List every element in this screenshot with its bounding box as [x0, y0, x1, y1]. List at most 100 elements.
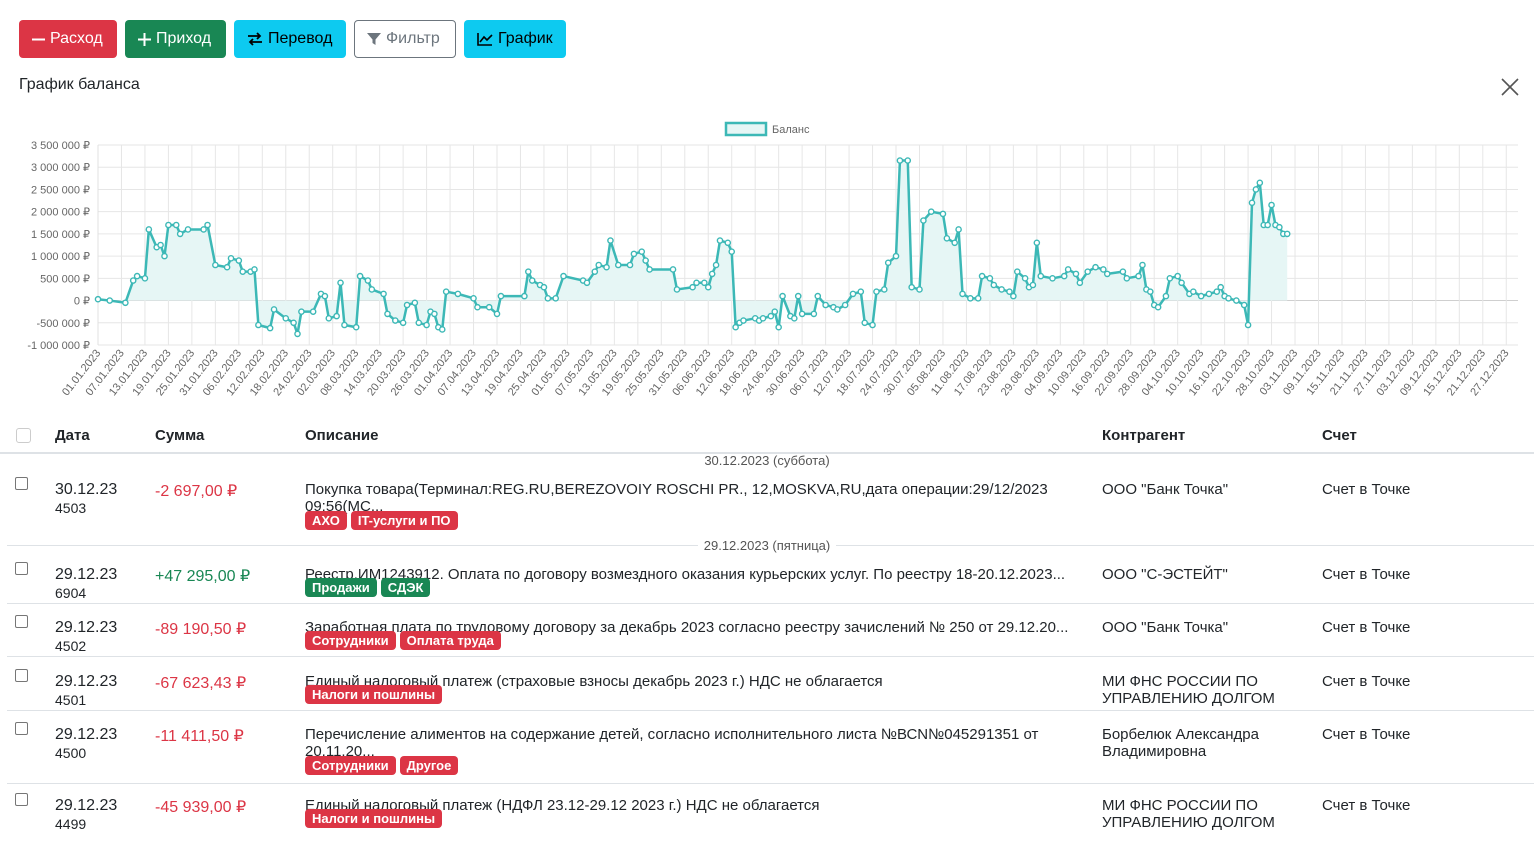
balance-point [626, 261, 634, 269]
row-checkbox[interactable] [15, 793, 28, 806]
y-tick-label: 0 ₽ [74, 296, 90, 308]
date-group-header: 30.12.2023 (суббота) [704, 453, 830, 468]
balance-point [583, 279, 591, 287]
balance-point [423, 321, 430, 329]
description-line: 09:56(МС... [305, 498, 384, 515]
row-counterparty: ООО "С-ЭСТЕЙТ" [1102, 566, 1228, 583]
balance-point [380, 290, 387, 298]
balance-point [1154, 303, 1162, 311]
expense-button[interactable]: Расход [19, 20, 117, 58]
close-icon[interactable] [1499, 76, 1521, 98]
income-button[interactable]: Приход [125, 20, 226, 58]
tag-badge[interactable]: Другое [399, 756, 459, 775]
row-checkbox[interactable] [15, 669, 28, 682]
balance-point [767, 312, 775, 320]
balance-point [986, 275, 994, 282]
select-all-checkbox[interactable] [16, 428, 31, 443]
balance-point [1252, 186, 1260, 193]
row-checkbox[interactable] [15, 477, 28, 490]
row-amount: -67 623,43 ₽ [155, 675, 247, 692]
balance-point [106, 297, 114, 304]
balance-point [454, 290, 462, 298]
balance-point [403, 301, 411, 309]
y-tick-label: -1 000 000 ₽ [27, 340, 90, 352]
table-header: Дата Сумма Описание Контрагент Счет [0, 420, 1534, 454]
balance-point [939, 210, 947, 218]
balance-point [708, 270, 716, 278]
balance-point [1076, 279, 1084, 287]
balance-point [943, 235, 951, 242]
balance-point [1283, 230, 1291, 238]
column-header-amount: Сумма [155, 427, 205, 444]
tag-badge[interactable]: Налоги и пошлины [305, 685, 443, 704]
balance-point [544, 295, 552, 302]
row-date: 29.12.23 [55, 566, 118, 583]
row-checkbox[interactable] [15, 722, 28, 735]
balance-point [176, 230, 184, 238]
tag-badge[interactable]: Продажи [305, 578, 377, 597]
row-checkbox[interactable] [15, 615, 28, 628]
tag-badge[interactable]: Сотрудники [305, 756, 396, 775]
balance-point [959, 290, 966, 298]
balance-point [732, 323, 739, 331]
balance-point [689, 283, 696, 291]
balance-point [1100, 266, 1107, 273]
balance-point [1205, 290, 1213, 298]
row-number: 4501 [55, 692, 87, 708]
table-row[interactable]: 29.12.23 4499 -45 939,00 ₽ Единый налого… [7, 786, 1534, 846]
row-date: 29.12.23 [55, 726, 118, 743]
balance-point [920, 217, 927, 224]
balance-point [1244, 321, 1252, 329]
date-group-label: 29.12.2023 (пятница) [697, 538, 837, 553]
balance-point [642, 257, 649, 264]
balance-point [1248, 199, 1256, 207]
row-account: Счет в Точке [1322, 673, 1411, 690]
column-header-description: Описание [305, 427, 379, 444]
tag-badge[interactable]: Оплата труда [399, 631, 501, 650]
tag-badge[interactable]: СДЭК [380, 578, 431, 597]
tag-badge[interactable]: Сотрудники [305, 631, 396, 650]
balance-point [552, 295, 559, 302]
balance-point [951, 239, 958, 247]
balance-point [908, 283, 915, 291]
row-account: Счет в Точке [1322, 481, 1411, 498]
row-tags: АХО IT-услуги и ПО [305, 511, 458, 530]
table-row[interactable]: 29.12.23 4502 -89 190,50 ₽ Заработная пл… [7, 608, 1534, 657]
balance-point [603, 263, 610, 271]
row-tags: Налоги и пошлины [305, 809, 443, 828]
balance-point [998, 286, 1005, 293]
balance-point [630, 250, 638, 258]
balance-point [1006, 288, 1013, 295]
row-counterparty: МИ ФНС РОССИИ ПО УПРАВЛЕНИЮ ДОЛГОМ [1102, 797, 1302, 831]
chart-button-label: График [498, 30, 553, 47]
row-checkbox[interactable] [15, 562, 28, 575]
balance-point [223, 263, 231, 271]
balance-point [990, 281, 998, 289]
counterparty-line: МИ ФНС РОССИИ ПО [1102, 797, 1258, 814]
row-counterparty: ООО "Банк Точка" [1102, 619, 1229, 636]
transfer-button[interactable]: Перевод [234, 20, 346, 58]
balance-point [724, 239, 732, 247]
chart-button[interactable]: График [464, 20, 566, 58]
balance-point [442, 288, 450, 295]
filter-button[interactable]: Фильтр [354, 20, 456, 58]
balance-point [1268, 201, 1275, 209]
balance-point [399, 319, 407, 327]
balance-point [333, 312, 340, 320]
balance-point [204, 221, 211, 229]
balance-point [1123, 275, 1131, 282]
row-amount: -45 939,00 ₽ [155, 799, 247, 816]
balance-point [834, 306, 841, 313]
row-number: 6904 [55, 585, 87, 601]
table-row[interactable]: 29.12.23 6904 +47 295,00 ₽ Реестр.ИМ1243… [7, 555, 1534, 604]
balance-point [325, 315, 333, 322]
balance-point [904, 157, 912, 164]
balance-point [1276, 223, 1283, 231]
tag-badge[interactable]: IT-услуги и ПО [350, 511, 458, 530]
tag-badge[interactable]: АХО [305, 511, 347, 530]
table-row[interactable]: 29.12.23 4500 -11 411,50 ₽ Перечисление … [7, 715, 1534, 784]
balance-point [212, 261, 219, 269]
table-row[interactable]: 30.12.23 4503 -2 697,00 ₽ Покупка товара… [7, 470, 1534, 545]
tag-badge[interactable]: Налоги и пошлины [305, 809, 443, 828]
table-row[interactable]: 29.12.23 4501 -67 623,43 ₽ Единый налого… [7, 662, 1534, 711]
